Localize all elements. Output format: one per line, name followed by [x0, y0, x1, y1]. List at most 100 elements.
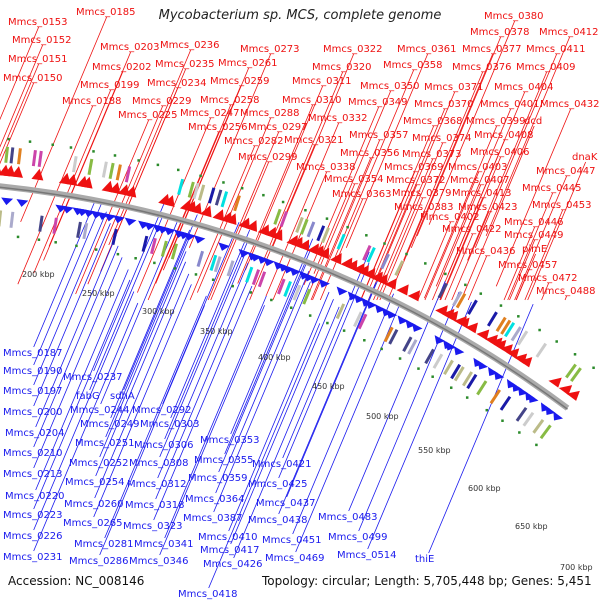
- gene-label[interactable]: Mmcs_0469: [265, 553, 325, 564]
- gene-label[interactable]: Mmcs_0297: [248, 122, 308, 133]
- gene-label[interactable]: Mmcs_0151: [8, 54, 68, 65]
- gene-label[interactable]: Mmcs_0261: [218, 58, 278, 69]
- gene-label[interactable]: Mmcs_0488: [536, 286, 596, 297]
- gene-label[interactable]: Mmcs_0369: [384, 162, 444, 173]
- gene-label[interactable]: Mmcs_0273: [240, 44, 300, 55]
- gene-label[interactable]: Mmcs_0235: [155, 59, 215, 70]
- gene-label[interactable]: Mmcs_0354: [324, 174, 384, 185]
- gene-label[interactable]: Mmcs_0281: [74, 539, 134, 550]
- gene-label[interactable]: Mmcs_0237: [63, 372, 123, 383]
- gene-label[interactable]: Mmcs_0349: [348, 97, 408, 108]
- gene-label[interactable]: Mmcs_0417: [200, 545, 260, 556]
- gene-label[interactable]: Mmcs_0355: [194, 455, 254, 466]
- gene-label[interactable]: Mmcs_0322: [323, 44, 383, 55]
- gene-label[interactable]: Mmcs_0260: [64, 499, 124, 510]
- gene-label[interactable]: Mmcs_0423: [458, 202, 518, 213]
- gene-label[interactable]: Mmcs_0408: [474, 130, 534, 141]
- gene-label[interactable]: Mmcs_0438: [248, 515, 308, 526]
- gene-label[interactable]: Mmcs_0449: [504, 230, 564, 241]
- gene-label[interactable]: Mmcs_0299: [238, 152, 298, 163]
- gene-label[interactable]: Mmcs_0472: [518, 273, 578, 284]
- gene-label[interactable]: Mmcs_0425: [248, 479, 308, 490]
- gene-label[interactable]: Mmcs_0418: [178, 589, 238, 600]
- gene-label[interactable]: Mmcs_0234: [147, 78, 207, 89]
- gene-label[interactable]: Mmcs_0451: [262, 535, 322, 546]
- gene-label[interactable]: Mmcs_0200: [3, 407, 63, 418]
- gene-label[interactable]: Mmcs_0361: [397, 44, 457, 55]
- gene-label[interactable]: Mmcs_0338: [296, 162, 356, 173]
- gene-label[interactable]: Mmcs_0357: [349, 130, 409, 141]
- gene-label[interactable]: Mmcs_0363: [332, 189, 392, 200]
- gene-label[interactable]: Mmcs_0380: [484, 11, 544, 22]
- gene-label[interactable]: Mmcs_0383: [394, 202, 454, 213]
- gene-label[interactable]: Mmcs_0321: [284, 135, 344, 146]
- gene-label[interactable]: Mmcs_0153: [8, 17, 68, 28]
- gene-label[interactable]: Mmcs_0152: [12, 35, 72, 46]
- gene-label[interactable]: Mmcs_0457: [498, 260, 558, 271]
- gene-label[interactable]: Mmcs_0190: [3, 366, 63, 377]
- gene-label[interactable]: Mmcs_0377: [462, 44, 522, 55]
- gene-label[interactable]: Mmcs_0311: [292, 76, 352, 87]
- gene-label[interactable]: Mmcs_0446: [504, 217, 564, 228]
- gene-label[interactable]: Mmcs_0185: [76, 7, 136, 18]
- gene-label[interactable]: Mmcs_0318: [125, 500, 185, 511]
- gene-label[interactable]: Mmcs_0401: [480, 99, 540, 110]
- gene-label[interactable]: Mmcs_0447: [536, 166, 596, 177]
- gene-label[interactable]: Mmcs_0356: [340, 148, 400, 159]
- gene-label[interactable]: Mmcs_0306: [134, 440, 194, 451]
- gene-label[interactable]: Mmcs_0308: [129, 458, 189, 469]
- gene-label[interactable]: Mmcs_0421: [252, 459, 312, 470]
- gene-label[interactable]: Mmcs_0236: [160, 40, 220, 51]
- gene-label[interactable]: dnaK: [572, 152, 598, 163]
- gene-label[interactable]: Mmcs_0404: [494, 82, 554, 93]
- gene-label[interactable]: Mmcs_0376: [452, 62, 512, 73]
- gene-label[interactable]: sdhA: [110, 391, 135, 402]
- gene-label[interactable]: Mmcs_0254: [65, 477, 125, 488]
- gene-label[interactable]: Mmcs_0359: [188, 473, 248, 484]
- gene-label[interactable]: Mmcs_0265: [63, 518, 123, 529]
- gene-label[interactable]: Mmcs_0225: [118, 110, 178, 121]
- gene-label[interactable]: pimE: [522, 244, 547, 255]
- gene-label[interactable]: Mmcs_0247: [180, 108, 240, 119]
- gene-label[interactable]: Mmcs_0244: [70, 405, 130, 416]
- gene-label[interactable]: Mmcs_0371: [424, 82, 484, 93]
- gene-label[interactable]: Mmcs_0303: [140, 419, 200, 430]
- gene-label[interactable]: Mmcs_0249: [80, 419, 140, 430]
- gene-label[interactable]: Mmcs_0358: [383, 60, 443, 71]
- gene-label[interactable]: fabG: [76, 391, 100, 402]
- gene-label[interactable]: Mmcs_0199: [80, 80, 140, 91]
- gene-label[interactable]: Mmcs_0197: [3, 386, 63, 397]
- gene-label[interactable]: Mmcs_0350: [360, 81, 420, 92]
- gene-label[interactable]: Mmcs_0258: [200, 95, 260, 106]
- gene-label[interactable]: Mmcs_0437: [256, 498, 316, 509]
- gene-label[interactable]: Mmcs_0310: [282, 95, 342, 106]
- gene-label[interactable]: Mmcs_0288: [240, 108, 300, 119]
- gene-label[interactable]: Mmcs_0407: [450, 175, 510, 186]
- gene-label[interactable]: Mmcs_0378: [470, 27, 530, 38]
- gene-label[interactable]: Mmcs_0406: [470, 147, 530, 158]
- gene-label[interactable]: Mmcs_0150: [3, 73, 63, 84]
- gene-label[interactable]: thiE: [415, 554, 434, 565]
- gene-label[interactable]: Mmcs_0202: [92, 62, 152, 73]
- gene-label[interactable]: Mmcs_0188: [62, 96, 122, 107]
- gene-label[interactable]: Mmcs_0436: [456, 246, 516, 257]
- gene-label[interactable]: Mmcs_0187: [3, 348, 63, 359]
- gene-label[interactable]: Mmcs_0220: [5, 491, 65, 502]
- gene-label[interactable]: Mmcs_0410: [198, 532, 258, 543]
- gene-label[interactable]: Mmcs_0286: [69, 556, 129, 567]
- gene-label[interactable]: Mmcs_0411: [526, 44, 586, 55]
- gene-label[interactable]: Mmcs_0368: [403, 116, 463, 127]
- gene-label[interactable]: Mmcs_0445: [522, 183, 582, 194]
- gene-label[interactable]: Mmcs_0372: [386, 175, 446, 186]
- gene-label[interactable]: Mmcs_0226: [3, 531, 63, 542]
- gene-label[interactable]: Mmcs_0422: [442, 224, 502, 235]
- gene-label[interactable]: Mmcs_0483: [318, 512, 378, 523]
- gene-label[interactable]: Mmcs_0282: [224, 136, 284, 147]
- gene-label[interactable]: Mmcs_0374: [412, 133, 472, 144]
- gene-label[interactable]: Mmcs_0223: [3, 510, 63, 521]
- gene-label[interactable]: Mmcs_0413: [452, 188, 512, 199]
- gene-label[interactable]: Mmcs_0320: [312, 62, 372, 73]
- gene-label[interactable]: Mmcs_0312: [127, 479, 187, 490]
- gene-label[interactable]: Mmcs_0399: [466, 116, 526, 127]
- gene-label[interactable]: Mmcs_0213: [3, 469, 63, 480]
